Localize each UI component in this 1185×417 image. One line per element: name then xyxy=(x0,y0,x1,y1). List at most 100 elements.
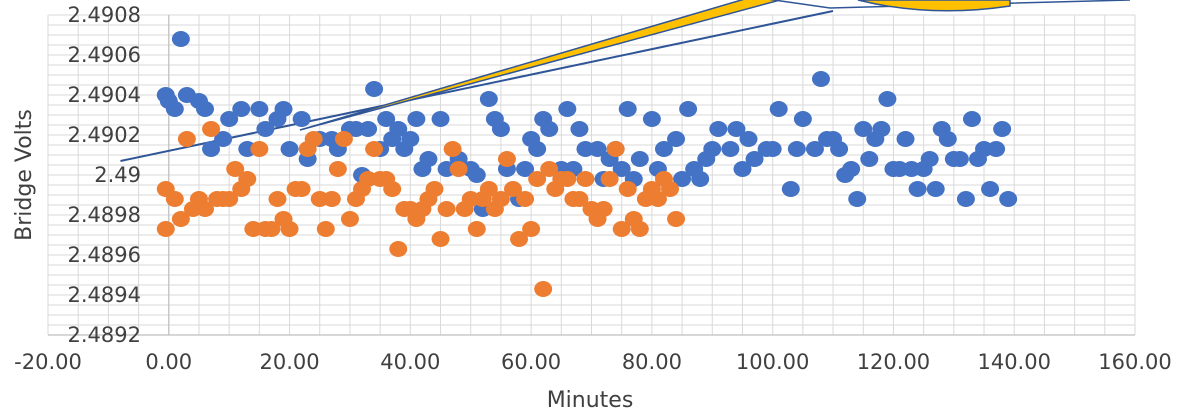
orange-data-point xyxy=(667,211,686,227)
axes xyxy=(48,15,1135,336)
blue-data-point xyxy=(769,101,788,117)
blue-data-point xyxy=(848,191,867,207)
x-tick-label: 160.00 xyxy=(1098,350,1171,374)
orange-data-point xyxy=(648,191,667,207)
blue-data-point xyxy=(987,141,1006,157)
blue-data-point xyxy=(516,161,535,177)
blue-data-point xyxy=(171,31,190,47)
x-tick-label: 40.00 xyxy=(380,350,440,374)
orange-data-point xyxy=(226,161,245,177)
orange-data-point xyxy=(661,181,680,197)
orange-data-point xyxy=(165,191,184,207)
blue-data-point xyxy=(220,111,239,127)
blue-data-point xyxy=(588,141,607,157)
orange-data-point xyxy=(510,231,529,247)
blue-data-point xyxy=(709,121,728,137)
blue-data-point xyxy=(196,101,215,117)
blue-data-point xyxy=(558,101,577,117)
blue-data-point xyxy=(842,161,861,177)
orange-data-point xyxy=(268,191,287,207)
orange-data-point xyxy=(262,221,281,237)
orange-data-point xyxy=(202,121,221,137)
blue-data-point xyxy=(654,141,673,157)
y-tick-label: 2.4908 xyxy=(68,3,141,27)
orange-data-point xyxy=(576,171,595,187)
orange-data-point xyxy=(220,191,239,207)
orange-data-point xyxy=(292,181,311,197)
blue-data-point xyxy=(165,101,184,117)
blue-data-point xyxy=(993,121,1012,137)
blue-data-point xyxy=(365,81,384,97)
blue-data-point xyxy=(612,161,631,177)
x-tick-label: 0.00 xyxy=(145,350,192,374)
arrow-annotation xyxy=(299,0,781,131)
blue-data-point xyxy=(691,171,710,187)
orange-data-point xyxy=(570,191,589,207)
y-tick-label: 2.49 xyxy=(94,163,141,187)
orange-data-point xyxy=(238,171,257,187)
blue-data-point xyxy=(467,167,486,183)
blue-data-point xyxy=(878,91,897,107)
y-tick-label: 2.4898 xyxy=(68,203,141,227)
blue-data-point xyxy=(491,121,510,137)
blue-data-point xyxy=(745,151,764,167)
orange-data-point xyxy=(431,231,450,247)
blue-data-point xyxy=(431,111,450,127)
blue-data-point xyxy=(981,181,1000,197)
blue-data-point xyxy=(962,111,981,127)
orange-data-point xyxy=(383,181,402,197)
orange-data-point xyxy=(389,241,408,257)
orange-data-point xyxy=(425,181,444,197)
blue-data-point xyxy=(793,111,812,127)
blue-data-point xyxy=(703,141,722,157)
blue-data-point xyxy=(830,141,849,157)
blue-data-point xyxy=(727,121,746,137)
orange-data-point xyxy=(534,281,553,297)
orange-data-point xyxy=(328,161,347,177)
blue-data-point xyxy=(908,181,927,197)
blue-data-point xyxy=(630,151,649,167)
x-tick-label: 80.00 xyxy=(622,350,682,374)
blue-data-point xyxy=(570,121,589,137)
blue-data-point xyxy=(926,181,945,197)
blue-data-point xyxy=(805,141,824,157)
trendline-layer xyxy=(120,10,834,162)
blue-data-point xyxy=(679,101,698,117)
blue-data-point xyxy=(999,191,1018,207)
orange-data-point xyxy=(600,171,619,187)
y-axis-title: Bridge Volts xyxy=(12,109,37,241)
blue-data-point xyxy=(733,161,752,177)
blue-data-point xyxy=(274,101,293,117)
orange-data-point xyxy=(503,181,522,197)
y-tick-label: 2.4892 xyxy=(68,323,141,347)
orange-data-point xyxy=(280,221,299,237)
blue-data-point xyxy=(407,111,426,127)
y-tick-label: 2.4896 xyxy=(68,243,141,267)
blue-data-point xyxy=(202,141,221,157)
blue-data-point xyxy=(763,141,782,157)
blue-data-point xyxy=(292,111,311,127)
orange-data-point xyxy=(340,211,359,227)
orange-data-point xyxy=(177,131,196,147)
orange-data-point xyxy=(304,131,323,147)
blue-data-point xyxy=(528,141,547,157)
arrow-annotation-layer xyxy=(299,0,1131,131)
blue-data-point xyxy=(938,131,957,147)
y-tick-label: 2.4906 xyxy=(68,43,141,67)
blue-data-point xyxy=(781,181,800,197)
blue-data-point xyxy=(739,131,758,147)
orange-data-point xyxy=(479,181,498,197)
orange-data-point xyxy=(606,141,625,157)
orange-data-point xyxy=(497,151,516,167)
blue-data-point xyxy=(232,101,251,117)
y-tick-label: 2.4902 xyxy=(68,123,141,147)
blue-data-point xyxy=(214,131,233,147)
orange-data-point xyxy=(558,171,577,187)
y-tick-label: 2.4894 xyxy=(68,283,141,307)
blue-data-point xyxy=(956,191,975,207)
orange-data-point xyxy=(528,171,547,187)
x-tick-label: -20.00 xyxy=(14,350,82,374)
blue-data-point xyxy=(419,151,438,167)
